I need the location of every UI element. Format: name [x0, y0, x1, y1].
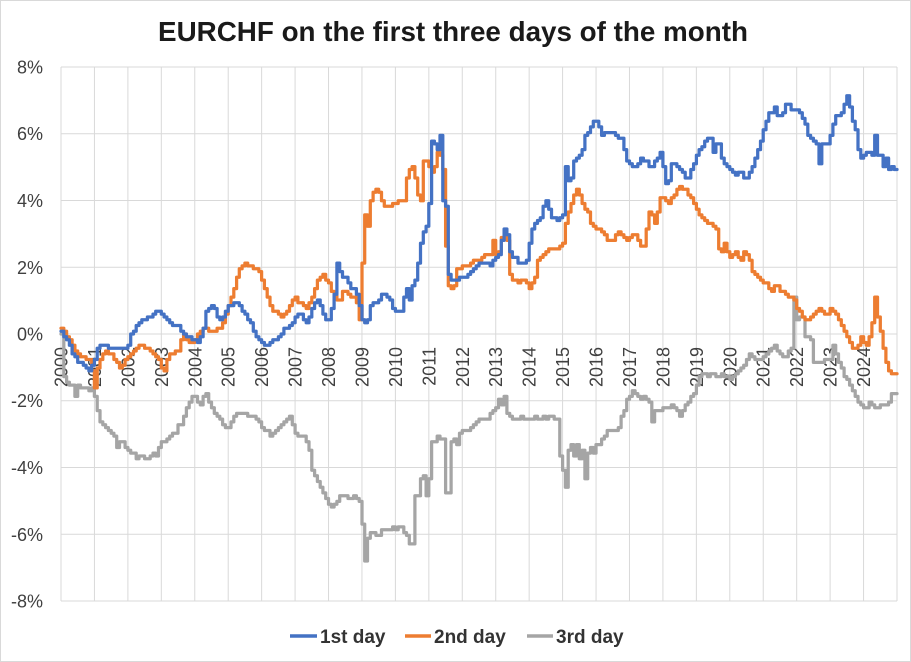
svg-text:2017: 2017	[620, 347, 640, 387]
svg-text:2nd day: 2nd day	[434, 627, 506, 648]
svg-text:-6%: -6%	[11, 525, 43, 545]
svg-text:2006: 2006	[252, 347, 272, 387]
svg-text:2007: 2007	[286, 347, 306, 387]
svg-text:2005: 2005	[219, 347, 239, 387]
svg-text:2%: 2%	[17, 258, 43, 278]
svg-text:0%: 0%	[17, 325, 43, 345]
svg-text:2008: 2008	[319, 347, 339, 387]
svg-text:2023: 2023	[821, 347, 841, 387]
svg-text:2011: 2011	[419, 347, 439, 386]
svg-text:2001: 2001	[85, 347, 105, 387]
svg-text:2021: 2021	[754, 347, 774, 387]
svg-text:2009: 2009	[353, 347, 373, 387]
svg-text:-4%: -4%	[11, 458, 43, 478]
svg-text:2015: 2015	[553, 347, 573, 387]
svg-text:2020: 2020	[720, 347, 740, 387]
svg-text:6%: 6%	[17, 124, 43, 144]
svg-text:2002: 2002	[118, 347, 138, 387]
svg-text:-2%: -2%	[11, 391, 43, 411]
svg-text:2012: 2012	[453, 347, 473, 387]
svg-text:2016: 2016	[587, 347, 607, 387]
svg-text:1st day: 1st day	[320, 627, 386, 648]
svg-text:8%: 8%	[17, 58, 43, 78]
svg-text:2022: 2022	[787, 347, 807, 387]
svg-text:EURCHF on the first three days: EURCHF on the first three days of the mo…	[158, 16, 748, 47]
svg-text:2010: 2010	[386, 347, 406, 387]
svg-text:2019: 2019	[687, 347, 707, 387]
svg-text:2013: 2013	[486, 347, 506, 387]
svg-text:-8%: -8%	[11, 592, 43, 612]
svg-text:2018: 2018	[653, 347, 673, 387]
svg-text:4%: 4%	[17, 191, 43, 211]
svg-text:3rd day: 3rd day	[556, 627, 624, 648]
svg-text:2014: 2014	[520, 347, 540, 387]
svg-text:2004: 2004	[185, 347, 205, 387]
svg-text:2024: 2024	[854, 347, 874, 387]
